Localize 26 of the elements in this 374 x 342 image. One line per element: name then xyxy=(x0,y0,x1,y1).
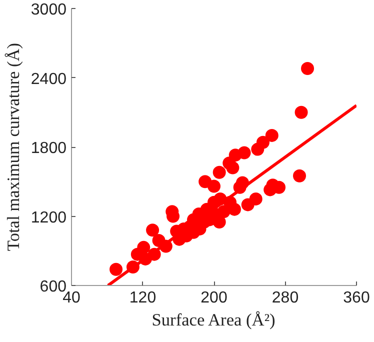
point xyxy=(249,192,262,206)
point xyxy=(301,62,314,76)
y-tick-label: 600 xyxy=(40,278,67,296)
x-axis-title: Surface Area (Å²) xyxy=(152,310,276,330)
point xyxy=(226,161,240,174)
y-tick-label: 1800 xyxy=(30,140,67,157)
y-axis-title: Total maximum curvature (Å) xyxy=(4,42,23,252)
point xyxy=(137,240,150,254)
point xyxy=(265,128,278,142)
point xyxy=(110,262,123,276)
point xyxy=(293,169,306,182)
point xyxy=(294,106,308,119)
point xyxy=(212,166,226,179)
point xyxy=(208,180,220,193)
x-tick-label: 200 xyxy=(200,290,228,306)
y-tick-label: 2400 xyxy=(30,70,67,88)
x-tick-label: 280 xyxy=(272,290,299,306)
x-tick-label: 360 xyxy=(343,290,370,306)
y-tick-label: 1200 xyxy=(30,209,67,226)
point xyxy=(212,216,226,229)
y-tick-label: 3000 xyxy=(30,2,67,18)
point xyxy=(238,146,251,160)
point xyxy=(256,136,270,149)
point xyxy=(146,224,160,237)
x-tick-label: 120 xyxy=(129,290,156,306)
point xyxy=(228,202,241,216)
